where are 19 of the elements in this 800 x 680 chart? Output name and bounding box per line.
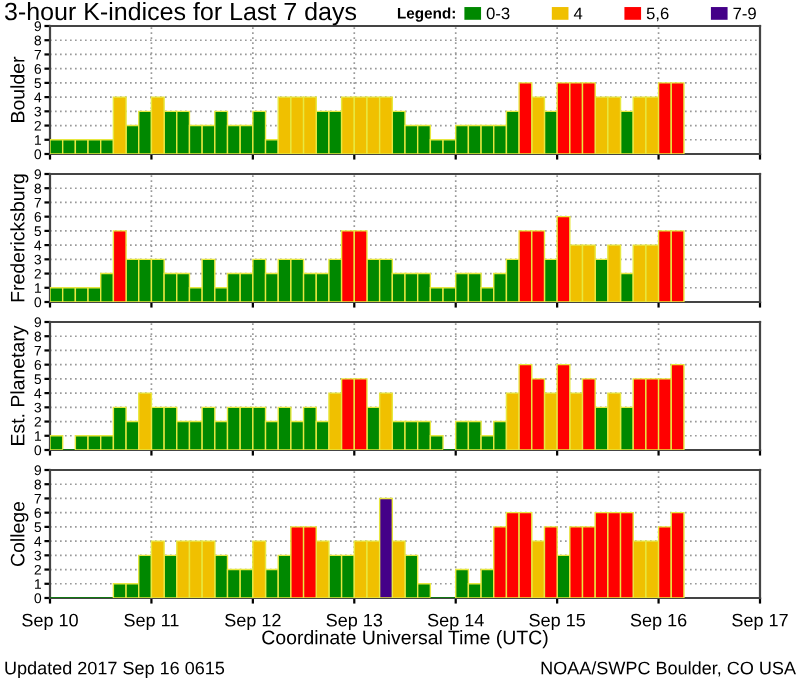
x-tick-label: Sep 13	[326, 613, 383, 631]
y-axis-title: Fredericksburg	[10, 174, 29, 302]
x-tick-label: Sep 12	[225, 613, 281, 631]
text: NOAA/SWPC Boulder, CO USA	[541, 661, 796, 677]
y-axis-title: College	[10, 501, 29, 566]
legend-label: 0-3	[486, 7, 510, 20]
x-tick-label: Sep 10	[22, 613, 78, 631]
legend-label: 7-9	[733, 7, 756, 20]
x-tick-label: Sep 15	[529, 613, 585, 631]
y-axis-title: Boulder	[10, 56, 25, 122]
legend-label: 4	[573, 7, 583, 20]
x-tick-label: Sep 14	[427, 613, 484, 631]
x-tick-label: Sep 17	[732, 613, 788, 631]
x-tick-label: Sep 11	[124, 613, 179, 631]
x-tick-label: Sep 16	[630, 613, 687, 631]
y-axis-title: Est. Planetary	[10, 325, 29, 445]
legend-label: 5,6	[646, 7, 669, 22]
text: Updated 2017 Sep 16 0615	[5, 661, 225, 678]
x-axis-title: Coordinate Universal Time (UTC)	[262, 630, 548, 649]
